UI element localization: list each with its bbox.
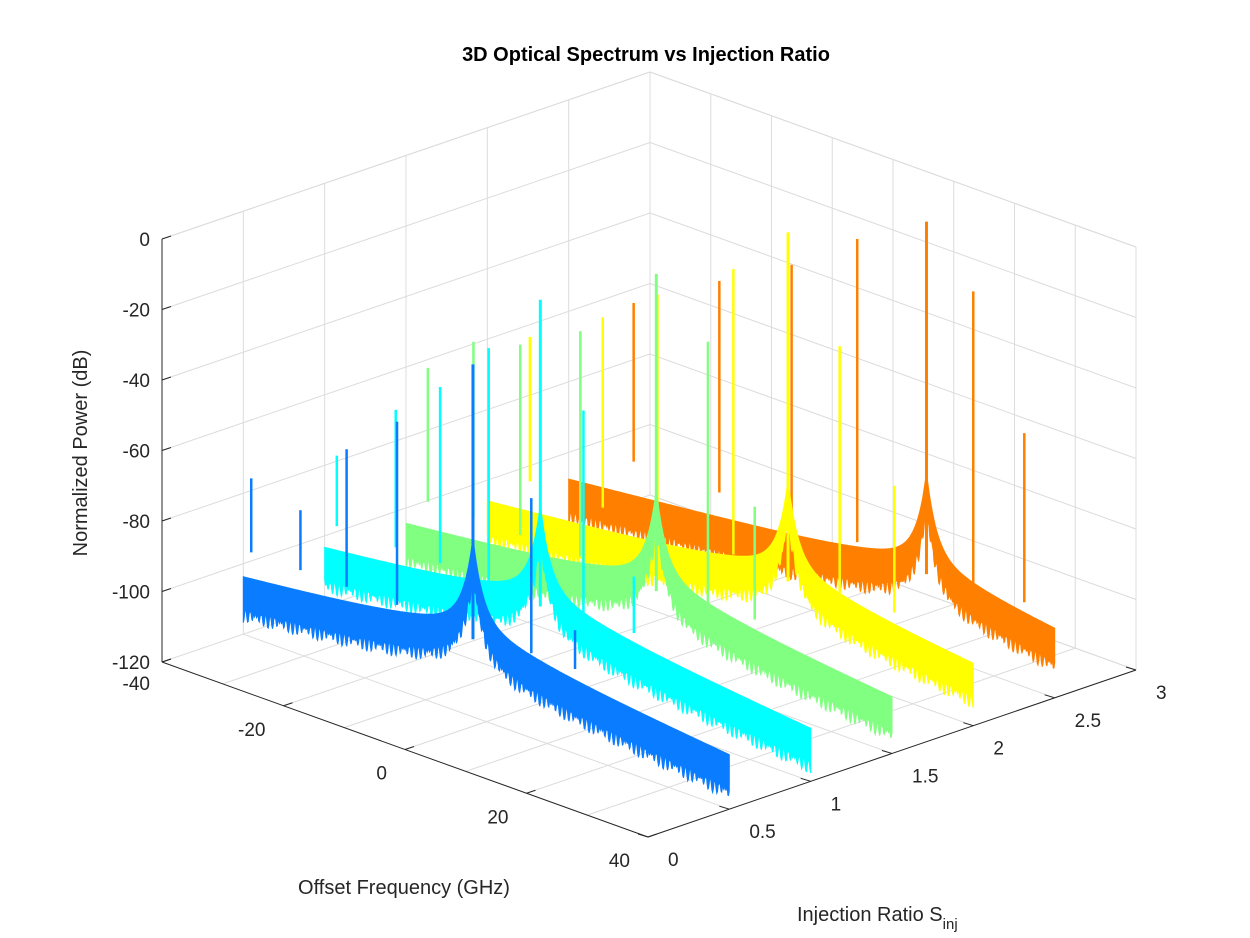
x-tick-mark [283,702,293,707]
z-tick-label: -20 [123,301,150,322]
z-tick-mark [161,588,172,592]
y-tick-label: 1.5 [912,767,938,788]
y-tick-mark [719,805,730,810]
z-tick-mark [161,235,172,240]
x-tick-label: -40 [123,674,150,695]
x-tick-label: 0 [376,764,387,785]
z-tick-label: -120 [112,653,150,674]
z-tick-label: 0 [139,230,150,251]
z-tick-label: -80 [123,512,150,533]
y-tick-mark [1044,694,1055,699]
spectrum-series [324,299,812,774]
z-tick-mark [161,306,172,310]
y-tick-mark [637,833,649,838]
y-tick-label: 2 [993,739,1004,760]
x-tick-mark [526,789,536,794]
y-tick-mark [1125,666,1137,671]
y-tick-mark [963,722,974,727]
y-axis-label: Injection Ratio Sinj [797,904,958,933]
y-tick-label: 0.5 [749,822,775,843]
z-axis-label: Normalized Power (dB) [70,350,92,557]
y-tick-mark [800,777,811,782]
x-axis-label: Offset Frequency (GHz) [298,877,510,899]
x-tick-label: -20 [238,720,265,741]
y-tick-label: 0 [668,850,679,871]
series-layer [242,221,1056,797]
z-tick-label: -40 [123,371,150,392]
y-tick-label: 2.5 [1075,711,1101,732]
z-tick-mark [161,447,172,451]
y-tick-label: 3 [1156,683,1167,704]
x-tick-mark [161,658,172,663]
z-tick-label: -60 [123,442,150,463]
grid-line [243,633,730,810]
y-axis-label-subscript: inj [943,916,958,933]
y-tick-label: 1 [831,794,842,815]
z-tick-mark [161,517,172,522]
spectrum-band [242,538,730,797]
x-tick-mark [404,746,415,750]
chart-title: 3D Optical Spectrum vs Injection Ratio [462,44,830,66]
y-axis-label-main: Injection Ratio S [797,904,943,926]
x-tick-label: 20 [487,807,508,828]
z-tick-mark [161,376,172,381]
spectrum-series [242,364,730,797]
z-tick-label: -100 [112,583,150,604]
x-tick-label: 40 [609,851,630,872]
x-tick-mark [647,833,658,838]
y-tick-mark [881,750,893,754]
